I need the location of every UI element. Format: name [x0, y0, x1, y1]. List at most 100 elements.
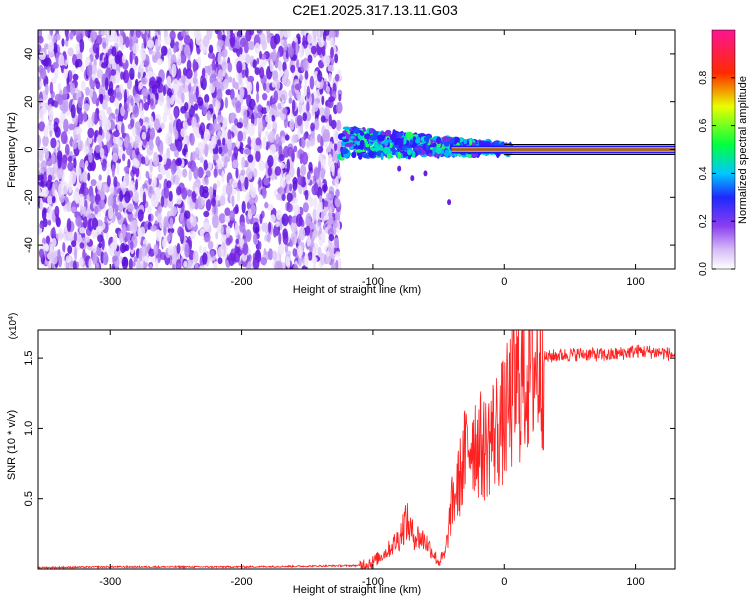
heatmap-cell — [244, 176, 249, 190]
heatmap-cell — [222, 184, 228, 196]
heatmap-cell — [234, 221, 239, 236]
heatmap-cell — [162, 112, 167, 124]
heatmap-cell — [134, 191, 139, 204]
heatmap-cell — [335, 211, 340, 222]
heatmap-cell — [219, 195, 226, 206]
heatmap-cell — [323, 54, 330, 68]
heatmap-cell — [226, 138, 232, 151]
heatmap-cell — [223, 78, 229, 89]
heatmap-cell — [65, 35, 69, 42]
heatmap-cell — [154, 187, 161, 200]
heatmap-cell — [124, 190, 131, 204]
heatmap-cell — [274, 260, 282, 269]
heatmap-cell — [38, 148, 44, 162]
heatmap-cell — [95, 262, 100, 269]
heatmap-cell — [208, 44, 214, 54]
heatmap-cell — [291, 134, 298, 144]
heatmap-cell — [265, 141, 269, 151]
heatmap-cell — [274, 166, 282, 176]
heatmap-cell — [197, 202, 203, 210]
heatmap-cell — [365, 143, 370, 148]
heatmap-cell — [272, 160, 277, 169]
heatmap-cell — [242, 242, 249, 256]
heatmap-cell — [318, 220, 322, 227]
heatmap-cell — [253, 232, 258, 245]
heatmap-cell — [342, 126, 351, 130]
heatmap-cell — [72, 73, 79, 81]
heatmap-cell — [217, 39, 224, 47]
heatmap-cell — [335, 189, 340, 198]
heatmap-cell — [258, 160, 266, 171]
carrier-band-core — [451, 148, 675, 151]
heatmap-cell — [353, 127, 360, 134]
heatmap-cell — [152, 153, 160, 167]
heatmap-cell — [303, 83, 308, 95]
heatmap-cell — [257, 121, 263, 134]
heatmap-cell — [252, 59, 257, 69]
heatmap-cell — [220, 225, 224, 236]
heatmap-cell — [130, 118, 135, 128]
heatmap-cell — [324, 106, 331, 120]
heatmap-cell — [291, 236, 295, 243]
heatmap-cell — [299, 153, 303, 165]
heatmap-cell — [335, 251, 341, 258]
heatmap-cell — [281, 213, 289, 227]
heatmap-cell — [197, 96, 204, 107]
heatmap-cell — [57, 94, 64, 105]
heatmap-cell — [79, 242, 85, 249]
heatmap-cell — [134, 135, 141, 144]
heatmap-cell — [183, 260, 188, 268]
heatmap-cell — [51, 152, 56, 165]
heatmap-cell — [86, 64, 93, 77]
heatmap-cell — [222, 137, 226, 146]
heatmap-cell — [67, 155, 73, 163]
heatmap-cell — [60, 157, 67, 170]
heatmap-cell — [108, 205, 114, 220]
spectrogram-y-axis-label: Frequency (Hz) — [6, 112, 18, 188]
heatmap-cell — [263, 176, 270, 186]
heatmap-cell — [259, 33, 266, 46]
heatmap-cell — [282, 232, 289, 245]
x-tick-label: 0 — [501, 276, 507, 288]
heatmap-cell — [246, 81, 253, 94]
heatmap-cell — [272, 48, 277, 62]
snr-x-ticks: -300 -200 -100 0 100 — [99, 330, 645, 588]
x-tick-label: -200 — [231, 576, 253, 588]
heatmap-cell — [309, 75, 315, 90]
heatmap-cell — [283, 69, 290, 80]
heatmap-cell — [54, 180, 58, 191]
heatmap-cell — [328, 96, 335, 103]
heatmap-cell — [99, 147, 105, 159]
heatmap-cell — [140, 51, 146, 61]
heatmap-cell — [426, 134, 431, 140]
heatmap-cell — [50, 255, 58, 265]
heatmap-cell — [99, 94, 104, 105]
heatmap-cell — [289, 118, 295, 131]
heatmap-cell — [252, 221, 260, 235]
heatmap-cell — [191, 116, 197, 130]
heatmap-cell — [217, 160, 224, 170]
heatmap-cell — [257, 104, 262, 113]
heatmap-cell — [111, 46, 117, 57]
heatmap-cell — [247, 136, 251, 147]
heatmap-cell — [38, 58, 41, 67]
heatmap-cell — [131, 219, 138, 233]
heatmap-cell — [112, 143, 119, 156]
heatmap-cell — [319, 195, 323, 203]
heatmap-cell — [405, 131, 413, 138]
heatmap-cell — [212, 214, 219, 229]
heatmap-cell — [122, 69, 130, 84]
heatmap-cell — [441, 136, 450, 143]
heatmap-cell — [94, 77, 99, 84]
heatmap-cell — [129, 67, 135, 80]
heatmap-cell — [227, 129, 232, 141]
heatmap-cell — [234, 81, 239, 90]
heatmap-cell — [117, 35, 124, 48]
heatmap-cell — [268, 130, 276, 143]
heatmap-cell — [198, 265, 206, 269]
heatmap-cell — [92, 245, 97, 254]
heatmap-cell — [261, 107, 268, 115]
heatmap-cell — [81, 206, 87, 215]
x-tick-label: -100 — [362, 276, 384, 288]
heatmap-cell — [38, 188, 42, 196]
